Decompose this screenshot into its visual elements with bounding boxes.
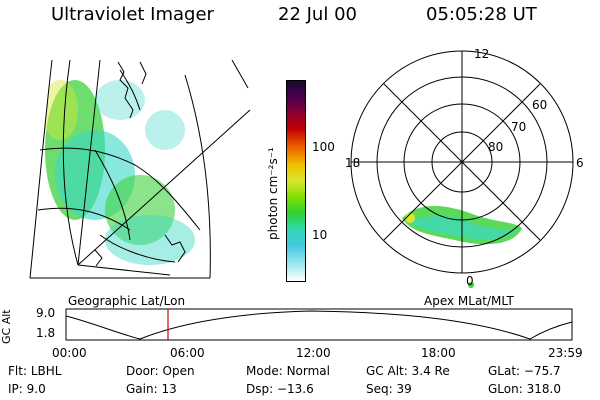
info-gain: Gain: 13 — [126, 382, 177, 396]
info-glon: GLon: 318.0 — [488, 382, 561, 396]
info-flt: Flt: LBHL — [8, 364, 62, 378]
time-tick-1800: 18:00 — [421, 346, 456, 360]
info-ip: IP: 9.0 — [8, 382, 46, 396]
polar-grid — [350, 50, 574, 274]
time-tick-0000: 00:00 — [52, 346, 87, 360]
coastline — [94, 61, 186, 267]
polar-aurora-emission — [402, 205, 522, 288]
mlat-label-80: 80 — [488, 140, 504, 154]
mlt-label-18: 18 — [345, 156, 361, 170]
info-gc-alt: GC Alt: 3.4 Re — [366, 364, 450, 378]
terminator-line — [231, 59, 249, 89]
polar-caption: Apex MLat/MLT — [424, 294, 514, 308]
time-tick-0600: 06:00 — [170, 346, 205, 360]
info-door: Door: Open — [126, 364, 195, 378]
colorbar-tick-100: 100 — [312, 140, 335, 154]
alt-axis-label: GC Alt — [0, 309, 13, 344]
geo-aurora-emission — [42, 80, 195, 265]
mlt-label-0: 0 — [466, 274, 474, 288]
info-glat: GLat: −75.7 — [488, 364, 561, 378]
instrument-title: Ultraviolet Imager — [51, 4, 214, 25]
geo-graticule — [29, 59, 251, 279]
mlat-label-60: 60 — [532, 98, 548, 112]
time-tick-1200: 12:00 — [296, 346, 331, 360]
mlt-label-6: 6 — [576, 156, 584, 170]
mlt-label-12: 12 — [474, 47, 490, 61]
time-tick-2359: 23:59 — [548, 346, 583, 360]
info-dsp: Dsp: −13.6 — [246, 382, 314, 396]
mlat-label-70: 70 — [511, 120, 527, 134]
image-date: 22 Jul 00 — [278, 4, 357, 25]
alt-tick-1-8: 1.8 — [36, 326, 56, 340]
colorbar-unit-label: photon cm⁻²s⁻¹ — [266, 147, 280, 240]
altitude-curve — [65, 310, 573, 340]
colorbar — [286, 80, 306, 282]
image-time: 05:05:28 UT — [426, 4, 537, 25]
alt-tick-9: 9.0 — [36, 306, 56, 320]
geo-caption: Geographic Lat/Lon — [68, 294, 186, 308]
info-seq: Seq: 39 — [366, 382, 412, 396]
info-mode: Mode: Normal — [246, 364, 330, 378]
colorbar-tick-10: 10 — [312, 228, 328, 242]
